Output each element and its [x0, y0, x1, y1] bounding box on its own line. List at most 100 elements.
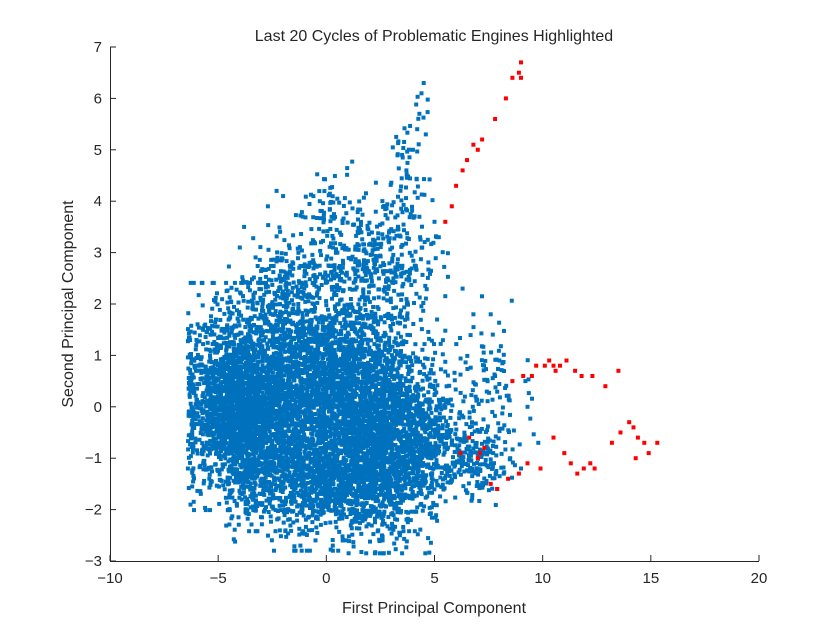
data-point [302, 432, 307, 437]
data-point [308, 412, 313, 417]
data-point [330, 316, 335, 321]
data-point [277, 275, 282, 280]
data-point [248, 413, 253, 418]
data-point [256, 457, 261, 462]
data-point [418, 317, 423, 322]
data-point [309, 421, 314, 426]
data-point [204, 330, 209, 335]
data-point [281, 347, 286, 352]
data-point [235, 374, 240, 379]
data-point [329, 323, 334, 328]
data-point [305, 390, 310, 395]
data-point [224, 449, 229, 453]
data-point [233, 354, 238, 359]
data-point [245, 423, 250, 428]
data-point [356, 334, 361, 339]
data-point [252, 351, 256, 356]
data-point [195, 451, 200, 456]
data-point [309, 345, 314, 350]
data-point [236, 405, 241, 410]
data-point [336, 398, 341, 403]
data-point [197, 368, 202, 373]
data-point [396, 331, 401, 336]
data-point [246, 299, 251, 304]
data-point [297, 326, 302, 331]
data-point [264, 440, 269, 445]
data-point [191, 499, 196, 504]
data-point [243, 470, 248, 475]
data-point [337, 345, 342, 350]
data-point [269, 407, 273, 412]
data-point [199, 408, 204, 413]
data-point [197, 339, 202, 344]
data-point [250, 346, 255, 351]
data-point [253, 482, 258, 487]
data-point [231, 396, 235, 401]
data-point [237, 455, 242, 460]
data-point [206, 377, 211, 382]
data-point [250, 370, 255, 375]
data-point [224, 341, 229, 346]
data-point [346, 375, 351, 380]
data-point [243, 510, 248, 515]
data-point [327, 396, 332, 401]
data-point [221, 368, 226, 373]
data-point [291, 350, 296, 355]
data-point [203, 370, 208, 375]
data-point [231, 431, 236, 436]
data-point [219, 328, 224, 333]
data-point [355, 310, 360, 314]
data-point [304, 427, 309, 431]
data-point [309, 400, 314, 405]
data-point [235, 386, 240, 391]
data-point [230, 444, 235, 449]
data-point [290, 410, 295, 415]
data-point [273, 436, 278, 441]
data-point [281, 322, 285, 327]
data-point [282, 382, 287, 387]
data-point [318, 337, 323, 341]
data-point [238, 453, 243, 458]
data-point [212, 366, 217, 371]
data-point [282, 334, 287, 339]
data-point [228, 405, 233, 410]
data-point [344, 333, 349, 338]
data-point [195, 488, 200, 493]
data-point [285, 358, 290, 363]
normal-points-group [185, 81, 541, 556]
data-point [360, 330, 365, 335]
data-point [231, 462, 236, 467]
data-point [270, 334, 275, 339]
data-point [255, 504, 260, 508]
data-point [293, 329, 298, 334]
data-point [271, 374, 275, 379]
data-point [400, 358, 405, 363]
data-point [267, 416, 272, 421]
data-point [227, 310, 232, 315]
data-point [277, 468, 281, 473]
data-point [325, 420, 330, 425]
data-point [296, 363, 300, 368]
data-point [283, 446, 288, 450]
data-point [281, 356, 286, 361]
data-point [218, 346, 223, 350]
data-point [358, 312, 363, 317]
data-point [261, 379, 265, 384]
data-point [416, 356, 420, 361]
data-point [333, 357, 338, 362]
data-point [202, 423, 207, 428]
data-point [322, 413, 327, 418]
data-point [288, 343, 292, 348]
data-point [325, 371, 330, 376]
data-point [225, 335, 230, 340]
data-point [262, 321, 267, 326]
data-point [236, 395, 241, 400]
data-point [365, 312, 369, 317]
data-point [228, 384, 233, 389]
data-point [290, 415, 295, 420]
data-point [216, 469, 221, 473]
data-point [249, 441, 254, 446]
data-point [252, 375, 257, 380]
data-point [263, 432, 268, 437]
data-point [286, 442, 291, 447]
